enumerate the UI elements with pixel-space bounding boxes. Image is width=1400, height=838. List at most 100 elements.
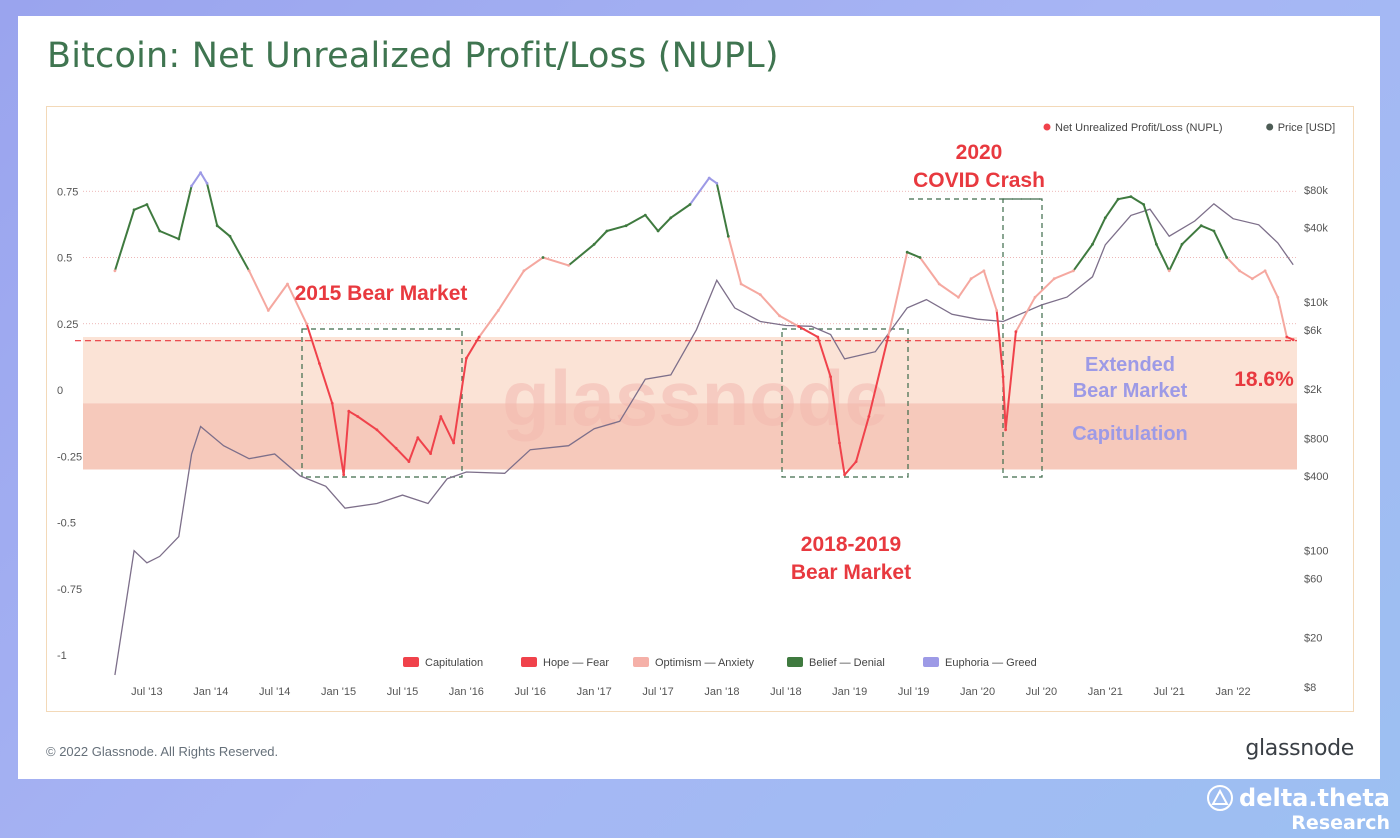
nupl-segment: [740, 283, 761, 296]
right-axis: $80k $40k $10k $6k $2k $800 $400 $100 $60 $20 $8: [1304, 185, 1328, 694]
legend-bottom-label: Optimism — Anxiety: [655, 657, 755, 669]
annotation-covid-crash: COVID Crash: [913, 169, 1045, 192]
y-tick-right: $400: [1304, 471, 1328, 483]
x-tick: Jul '21: [1153, 686, 1184, 698]
x-tick: Jul '15: [387, 686, 418, 698]
nupl-segment: [267, 283, 289, 312]
nupl-point: [867, 415, 871, 418]
x-tick: Jan '17: [577, 686, 612, 698]
nupl-segment: [229, 235, 250, 272]
nupl-point: [656, 229, 660, 233]
nupl-point: [356, 415, 360, 418]
y-tick-right: $800: [1304, 434, 1328, 446]
gridlines: [83, 190, 1297, 325]
nupl-segment: [708, 177, 718, 185]
nupl-point: [1285, 335, 1289, 339]
nupl-segment: [779, 314, 800, 328]
nupl-segment: [938, 283, 959, 299]
nupl-segment: [395, 447, 410, 463]
nupl-segment: [439, 416, 455, 444]
nupl-segment: [1276, 297, 1288, 338]
nupl-point: [1116, 197, 1120, 201]
nupl-segment: [1225, 256, 1241, 272]
legend-top-dot: [1043, 123, 1051, 131]
capitulation-band: [83, 403, 1297, 470]
nupl-point: [995, 309, 999, 312]
legend-bottom-label: Capitulation: [425, 657, 483, 669]
nupl-point: [886, 335, 890, 339]
annotation-2018-2019: 2018-2019: [801, 533, 901, 556]
nupl-segment: [1264, 270, 1279, 298]
y-tick-left: -0.75: [57, 584, 82, 596]
nupl-segment: [145, 204, 161, 232]
y-tick-left: -0.5: [57, 518, 76, 530]
nupl-segment: [855, 416, 870, 462]
nupl-point: [937, 282, 941, 286]
legend-bottom-swatch: [787, 657, 803, 667]
nupl-point: [1155, 242, 1158, 246]
nupl-segment: [644, 214, 659, 232]
nupl-point: [199, 171, 203, 175]
nupl-segment: [957, 278, 972, 298]
nupl-point: [1276, 295, 1280, 299]
nupl-point: [429, 452, 432, 455]
x-tick: Jan '16: [449, 686, 484, 698]
legend-bottom-label: Belief — Denial: [809, 657, 885, 669]
nupl-segment: [199, 172, 208, 184]
nupl-segment: [1117, 195, 1132, 201]
y-tick-right: $60: [1304, 573, 1322, 585]
nupl-point: [739, 282, 743, 286]
nupl-point: [1167, 269, 1171, 273]
nupl-segment: [1238, 269, 1253, 280]
nupl-point: [416, 436, 420, 440]
delta-theta-icon: [1207, 785, 1234, 811]
nupl-series: [113, 171, 1295, 477]
nupl-segment: [727, 236, 743, 285]
nupl-segment: [376, 429, 397, 450]
price-series-line: [114, 202, 1294, 676]
nupl-point: [1014, 330, 1018, 334]
nupl-point: [1225, 256, 1229, 259]
nupl-segment: [331, 403, 345, 475]
nupl-point: [726, 234, 730, 238]
nupl-point: [1263, 269, 1267, 273]
legend-bottom-swatch: [521, 657, 537, 667]
nupl-point: [758, 293, 762, 296]
nupl-segment: [982, 270, 998, 311]
nupl-point: [1291, 338, 1295, 342]
nupl-point: [318, 362, 321, 365]
nupl-point: [394, 446, 398, 450]
x-tick: Jan '18: [704, 686, 739, 698]
nupl-segment: [206, 183, 219, 226]
nupl-segment: [407, 437, 419, 462]
chart-card: Bitcoin: Net Unrealized Profit/Loss (NUP…: [18, 16, 1380, 779]
nupl-point: [247, 269, 251, 273]
x-tick: Jan '14: [193, 686, 228, 698]
nupl-point: [829, 375, 832, 379]
x-tick: Jul '13: [131, 686, 162, 698]
watermark: glassnode: [502, 354, 888, 442]
nupl-segment: [906, 251, 921, 259]
nupl-segment: [1072, 243, 1094, 272]
nupl-segment: [1091, 217, 1107, 245]
nupl-point: [643, 213, 647, 217]
nupl-segment: [286, 283, 308, 325]
bear-2015-box: [301, 328, 463, 478]
y-tick-left: -0.25: [57, 451, 82, 463]
delta-theta-name: delta.theta: [1239, 784, 1390, 812]
legend-bottom-label: Hope — Fear: [543, 657, 609, 669]
annotation-extended-bear-market: Bear Market: [1073, 380, 1188, 402]
nupl-point: [1142, 203, 1146, 206]
nupl-segment: [567, 243, 595, 267]
nupl-point: [957, 295, 960, 299]
nupl-segment: [1034, 277, 1055, 299]
y-tick-right: $8: [1304, 682, 1316, 694]
nupl-point: [918, 256, 922, 259]
nupl-point: [1180, 242, 1184, 246]
y-tick-right: $100: [1304, 546, 1328, 558]
nupl-segment: [816, 336, 832, 378]
nupl-point: [342, 473, 346, 477]
nupl-point: [113, 269, 117, 273]
nupl-segment: [759, 293, 781, 317]
nupl-point: [1103, 216, 1107, 220]
